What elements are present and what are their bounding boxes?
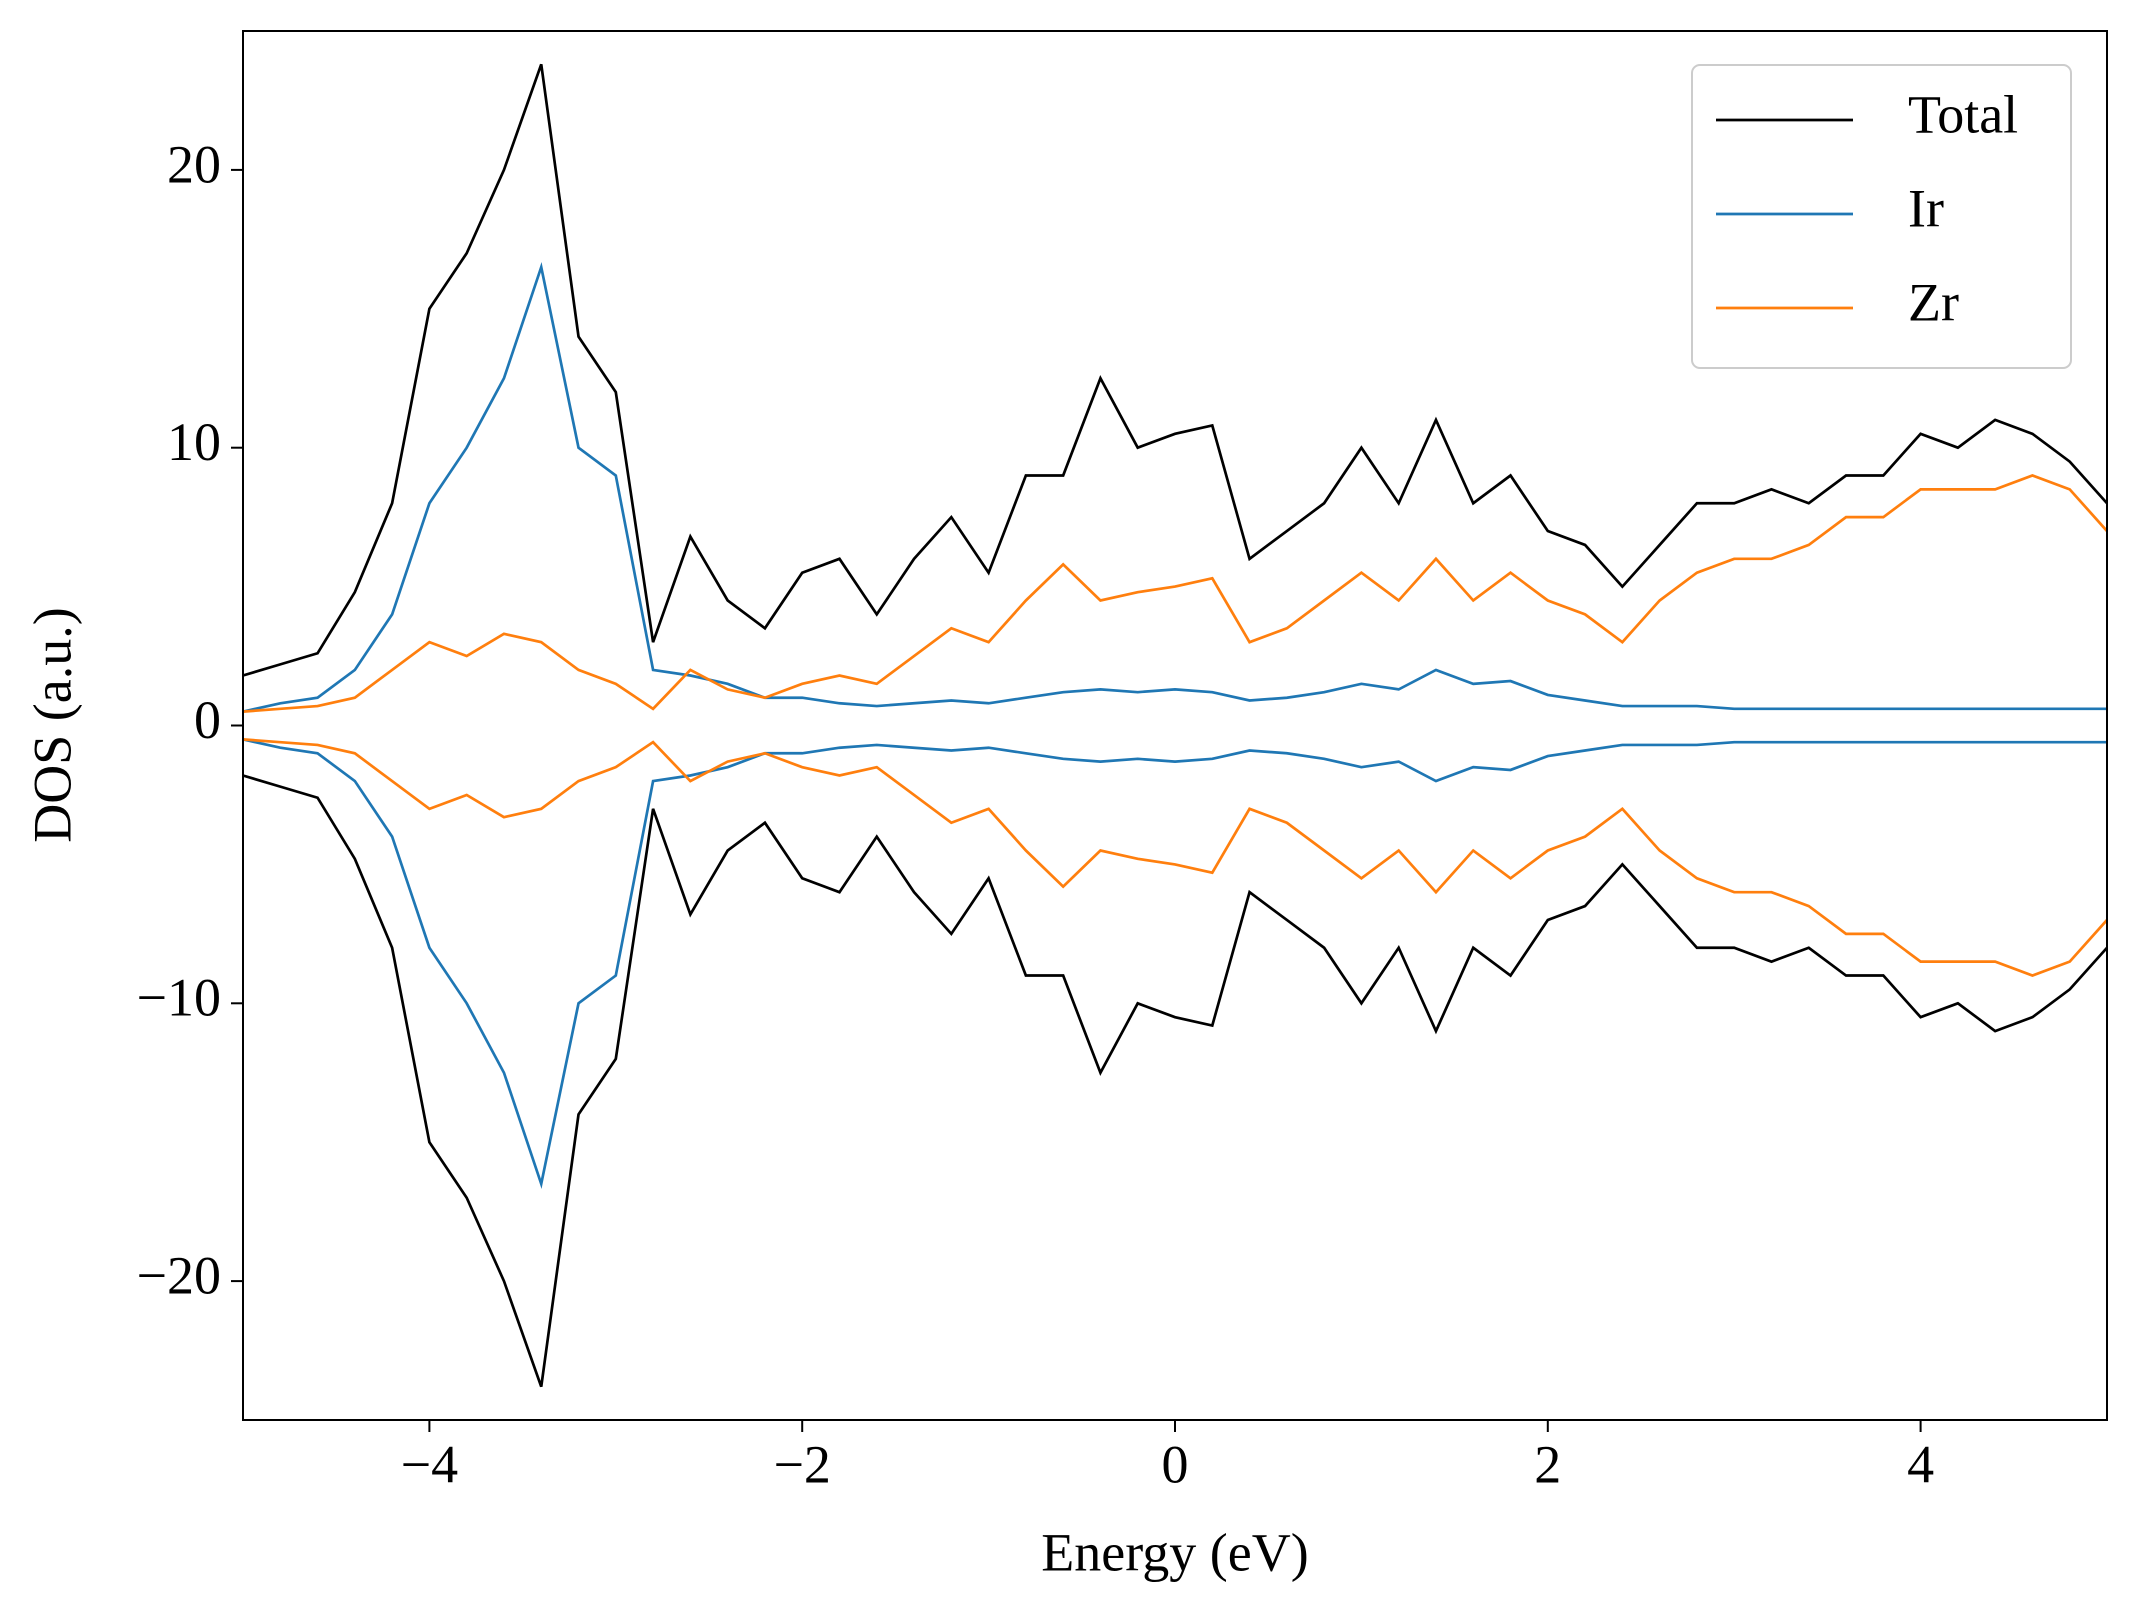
- x-tick-label: 0: [1162, 1434, 1189, 1494]
- dos-line: [243, 774, 2107, 1388]
- x-tick-label: 4: [1907, 1434, 1934, 1494]
- y-tick-label: −20: [137, 1245, 221, 1305]
- y-tick-label: 0: [194, 690, 221, 750]
- y-tick-label: 20: [167, 134, 221, 194]
- dos-line: [243, 474, 2107, 713]
- y-axis-label: DOS (a.u.): [22, 607, 82, 842]
- dos-line: [243, 738, 2107, 977]
- dos-line: [243, 63, 2107, 677]
- legend-label: Total: [1908, 84, 2018, 144]
- y-tick-label: 10: [167, 412, 221, 472]
- legend: Total Ir Zr: [1691, 64, 2072, 369]
- dos-line: [243, 738, 2107, 1190]
- dos-line: [243, 261, 2107, 713]
- x-tick-label: −2: [773, 1434, 830, 1494]
- legend-box: [1691, 64, 2072, 369]
- x-axis-label: Energy (eV): [1041, 1522, 1308, 1582]
- legend-label: Ir: [1908, 178, 1944, 238]
- x-tick-label: −4: [401, 1434, 458, 1494]
- y-tick-label: −10: [137, 968, 221, 1028]
- x-tick-label: 2: [1534, 1434, 1561, 1494]
- legend-label: Zr: [1908, 272, 1959, 332]
